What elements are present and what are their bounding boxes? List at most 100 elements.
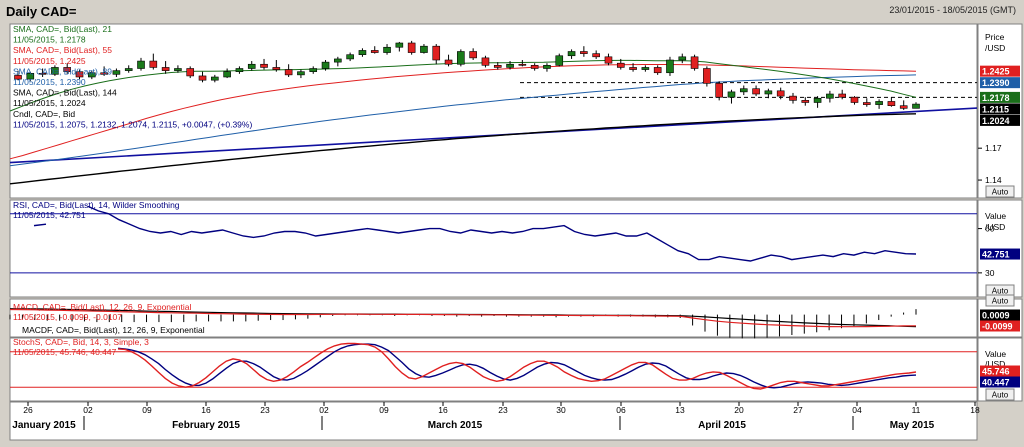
price-value-tag: 1.2024 (982, 116, 1010, 126)
x-tick-label: 26 (23, 405, 33, 415)
price-value-tag: 1.2178 (982, 93, 1010, 103)
candle-body (161, 67, 170, 71)
candle-body (247, 63, 256, 69)
x-tick-label: 30 (556, 405, 566, 415)
stoch-auto-label: Auto (992, 391, 1009, 400)
rsi-axis-title: Value (985, 211, 1006, 221)
candle (358, 48, 367, 57)
candle (912, 102, 920, 109)
candle-body (653, 67, 662, 74)
candle-body (51, 67, 59, 75)
stoch-auto-button[interactable] (985, 388, 1015, 401)
candle (899, 100, 908, 110)
macd-auto-label: Auto (992, 297, 1009, 306)
candle-body (284, 69, 293, 76)
sma-89-line (9, 74, 917, 167)
price-value-tag: 1.2425 (982, 67, 1010, 77)
candle-body (211, 76, 219, 81)
price-value-tag-bg (980, 114, 1020, 126)
candle (395, 41, 404, 52)
x-tick-label: 04 (852, 405, 862, 415)
price-legend-entry: SMA, CAD=, Bid(Last), 89 (13, 66, 112, 76)
candle (432, 44, 441, 65)
rsi-value-tag: 42.751 (982, 250, 1010, 260)
candle (715, 81, 723, 101)
price-plot-area (9, 23, 978, 199)
candle-body (813, 97, 822, 103)
price-legend-entry: SMA, CAD=, Bid(Last), 55 (13, 45, 112, 55)
x-tick-label: 09 (142, 405, 152, 415)
candle-body (481, 57, 490, 66)
candle (370, 46, 379, 54)
rsi-line-start (33, 223, 47, 227)
candle (862, 98, 871, 107)
stoch-axis-unit: /USD (985, 359, 1005, 369)
stoch-legend-entry: StochS, CAD=, Bid, 14, 3, Simple, 3 (13, 337, 149, 347)
price-legend-entry: Cndl, CAD=, Bid (13, 109, 75, 119)
candle-body (112, 70, 121, 75)
candle (14, 70, 22, 81)
rsi-ytick-label: 60 (985, 224, 995, 234)
price-legend-entry: SMA, CAD=, Bid(Last), 21 (13, 24, 112, 34)
candle (641, 65, 650, 72)
candle (124, 65, 133, 73)
candle-body (383, 46, 391, 53)
price-value-tag-bg (980, 91, 1020, 103)
candle (75, 69, 84, 80)
candle-body (826, 93, 834, 99)
macd-auto-button[interactable] (985, 294, 1015, 307)
x-tick-label: 23 (260, 405, 270, 415)
candle-body (592, 53, 600, 58)
price-legend-entry: 11/05/2015, 1.2425 (13, 56, 86, 66)
candle-body (272, 67, 281, 70)
candle-body (580, 51, 588, 54)
candle (100, 66, 108, 76)
candle (383, 44, 391, 55)
candle (149, 53, 158, 70)
candle-body (321, 61, 330, 69)
rsi-plot-area (9, 199, 978, 298)
candle-body (506, 63, 514, 68)
candle (457, 49, 465, 67)
stoch-value-tag: 40.447 (982, 378, 1010, 388)
date-range: 23/01/2015 - 18/05/2015 (GMT) (889, 5, 1016, 15)
candle (838, 89, 846, 100)
price-value-tag: 1.2390 (982, 78, 1010, 88)
candle-body (604, 56, 613, 64)
x-tick-label: 16 (438, 405, 448, 415)
price-value-tag-bg (980, 103, 1020, 115)
candle (223, 68, 231, 79)
candle (407, 40, 416, 55)
price-value-tag-bg (980, 65, 1020, 77)
candle (703, 66, 711, 87)
candle-body (739, 88, 748, 93)
price-ytick-label: 1.17 (985, 143, 1002, 153)
stoch-value-tag-bg (980, 365, 1020, 377)
rsi-panel: RSI, CAD=, Bid(Last), 14, Wilder Smoothi… (10, 200, 1020, 278)
candle (247, 61, 256, 71)
candle-body (801, 100, 810, 103)
candle (616, 58, 625, 70)
stoch-k-line (117, 342, 917, 390)
candle-body (899, 105, 908, 109)
candle-body (912, 103, 920, 109)
candle-body (629, 67, 637, 70)
price-legend-entry: SMA, CAD=, Bid(Last), 144 (13, 88, 117, 98)
macd-panel: MACD, CAD=, Bid(Last), 12, 26, 9, Expone… (9, 302, 1020, 339)
candle-body (137, 60, 145, 69)
candle-body (124, 68, 133, 71)
price-auto-button[interactable] (985, 185, 1015, 198)
rsi-line (87, 205, 917, 262)
rsi-axis-unit: /USD (985, 222, 1005, 232)
candle (875, 99, 883, 109)
price-axis-unit: /USD (985, 43, 1005, 53)
chart-title: Daily CAD= (6, 4, 77, 19)
candle-body (666, 59, 674, 74)
candle-body (530, 65, 539, 69)
x-tick-label: 13 (675, 405, 685, 415)
macd-legend-entry: MACD, CAD=, Bid(Last), 12, 26, 9, Expone… (13, 302, 191, 312)
candle-body (469, 51, 477, 59)
candle-body (100, 72, 108, 75)
